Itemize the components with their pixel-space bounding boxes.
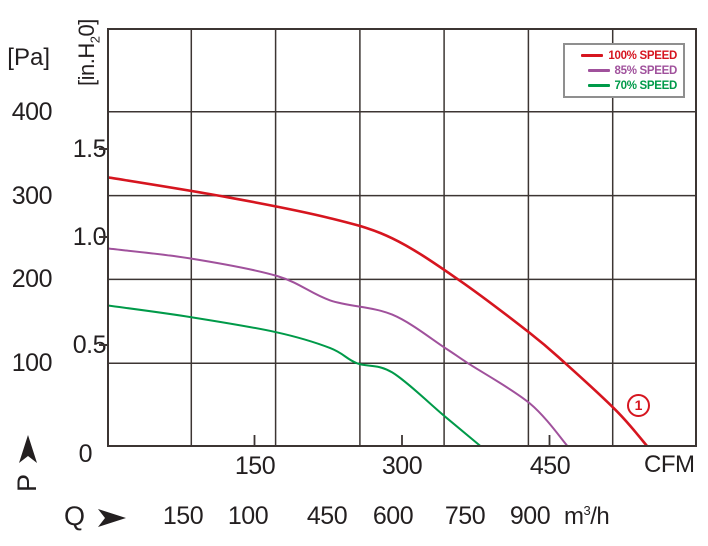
legend-item-70-speed: 70% SPEED bbox=[571, 79, 677, 92]
legend-item-85-speed: 85% SPEED bbox=[571, 64, 677, 77]
m3h-unit-post: /h bbox=[590, 503, 610, 530]
legend-swatch-85-speed bbox=[587, 69, 610, 72]
q-axis-arrow-icon bbox=[98, 509, 126, 527]
inh2o-unit-pre: [in.H bbox=[74, 43, 99, 86]
legend-item-100-speed: 100% SPEED bbox=[571, 49, 677, 62]
pa-tick-label-400: 400 bbox=[11, 98, 53, 126]
pa-tick-label-200: 200 bbox=[11, 265, 53, 293]
legend-swatch-70-speed bbox=[587, 84, 610, 87]
inh2o-tick-mark bbox=[99, 148, 108, 150]
chart-canvas: 100% SPEED 85% SPEED 70% SPEED bbox=[107, 28, 697, 447]
legend-label-100-speed: 100% SPEED bbox=[608, 49, 677, 62]
q-tick-label-100: 100 bbox=[227, 502, 269, 530]
pa-tick-label-100: 100 bbox=[11, 349, 53, 377]
m3h-unit-pre: m bbox=[564, 503, 584, 530]
legend-label-70-speed: 70% SPEED bbox=[614, 79, 678, 92]
pressure-curve-70-speed bbox=[107, 304, 483, 447]
pressure-curve-85-speed bbox=[107, 247, 570, 447]
pa-axis-unit: [Pa] bbox=[7, 44, 50, 71]
cfm-tick-label-150: 150 bbox=[234, 452, 276, 480]
q-axis-label: Q bbox=[64, 501, 86, 531]
pressure-curve-100-speed bbox=[107, 175, 650, 447]
p-axis-arrow-icon bbox=[18, 434, 37, 463]
q-tick-label-900: 900 bbox=[509, 502, 551, 530]
q-tick-label-750: 750 bbox=[444, 502, 486, 530]
m3h-unit-label: m3/h bbox=[564, 503, 610, 531]
p-axis-label: P bbox=[12, 473, 42, 492]
inh2o-axis-unit: [in.H20] bbox=[74, 19, 102, 86]
plot-frame bbox=[107, 28, 697, 447]
legend-label-85-speed: 85% SPEED bbox=[614, 64, 678, 77]
q-tick-label-150: 150 bbox=[162, 502, 204, 530]
q-tick-label-450: 450 bbox=[306, 502, 348, 530]
cfm-tick-label-450: 450 bbox=[529, 452, 571, 480]
pa-tick-label-300: 300 bbox=[11, 182, 53, 210]
curve-number-badge: 1 bbox=[627, 394, 650, 417]
cfm-tick-label-300: 300 bbox=[381, 452, 423, 480]
origin-zero-label: 0 bbox=[78, 440, 93, 468]
cfm-unit-label: CFM bbox=[644, 451, 695, 478]
p-axis-label-group: P bbox=[12, 434, 43, 492]
q-tick-label-600: 600 bbox=[372, 502, 414, 530]
inh2o-tick-mark bbox=[99, 236, 108, 238]
chart-plot-svg bbox=[107, 28, 697, 447]
legend: 100% SPEED 85% SPEED 70% SPEED bbox=[563, 43, 685, 98]
m3h-unit-sup: 3 bbox=[583, 503, 591, 518]
inh2o-unit-post: 0] bbox=[74, 19, 99, 37]
inh2o-tick-mark bbox=[99, 344, 108, 346]
inh2o-unit-sub: 2 bbox=[87, 36, 103, 44]
legend-swatch-100-speed bbox=[581, 54, 604, 57]
